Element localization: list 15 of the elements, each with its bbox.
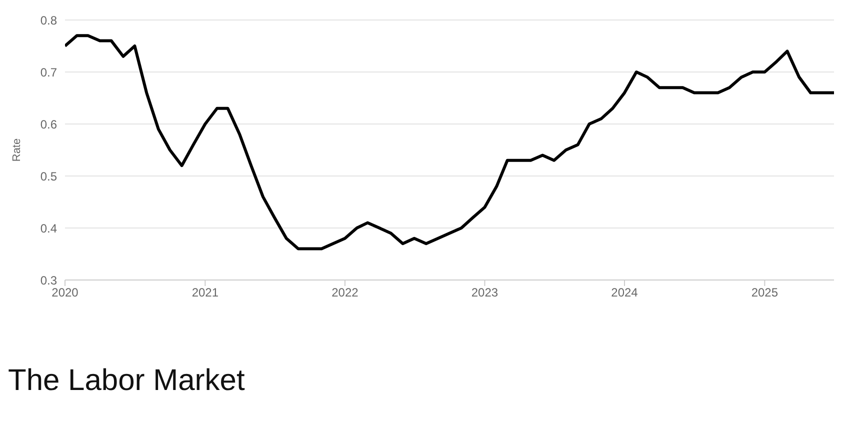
- text: The Labor Market: [8, 364, 246, 398]
- x-tick-label: 2025: [751, 286, 778, 300]
- x-tick-label: 2023: [471, 286, 498, 300]
- x-tick-label: 2020: [52, 286, 79, 300]
- x-tick-label: 2024: [611, 286, 638, 300]
- y-tick-label: 0.8: [40, 13, 58, 28]
- line-series: [65, 34, 834, 250]
- y-tick-label: 0.5: [40, 169, 58, 184]
- y-tick-label: 0.7: [40, 65, 58, 80]
- y-tick-label: 0.3: [40, 273, 58, 288]
- y-axis-title: Rate: [10, 138, 23, 162]
- y-tick-label: 0.6: [40, 117, 58, 132]
- y-tick-label: 0.4: [40, 221, 58, 236]
- x-tick-label: 2021: [192, 286, 219, 300]
- x-tick-label: 2022: [332, 286, 359, 300]
